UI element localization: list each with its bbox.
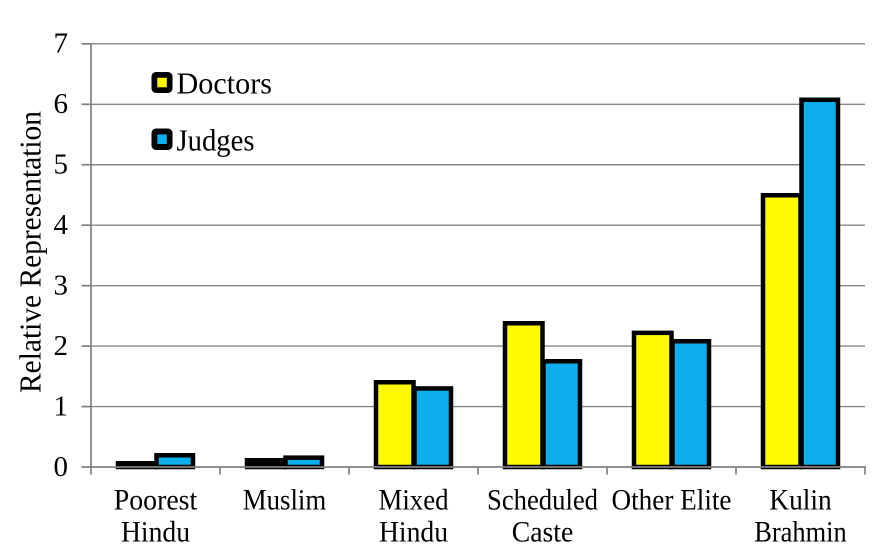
svg-text:5: 5 (54, 149, 69, 181)
svg-text:Scheduled: Scheduled (487, 484, 598, 517)
svg-text:3: 3 (54, 269, 69, 301)
svg-text:Other Elite: Other Elite (612, 484, 732, 517)
svg-text:Poorest: Poorest (114, 484, 198, 517)
svg-text:Muslim: Muslim (243, 484, 327, 517)
svg-text:4: 4 (54, 209, 69, 241)
svg-text:Relative Representation: Relative Representation (13, 111, 48, 393)
svg-text:Hindu: Hindu (121, 516, 190, 549)
svg-text:2: 2 (54, 330, 69, 362)
svg-text:Brahmin: Brahmin (754, 516, 847, 549)
svg-text:Judges: Judges (177, 123, 255, 158)
svg-text:Caste: Caste (512, 516, 574, 549)
svg-text:Mixed: Mixed (379, 484, 449, 517)
svg-text:Kulin: Kulin (769, 484, 832, 517)
svg-text:Hindu: Hindu (379, 516, 448, 549)
svg-text:0: 0 (54, 451, 69, 483)
svg-text:Doctors: Doctors (177, 65, 273, 100)
svg-text:7: 7 (54, 28, 69, 60)
svg-text:1: 1 (54, 390, 69, 422)
svg-text:6: 6 (54, 88, 69, 120)
